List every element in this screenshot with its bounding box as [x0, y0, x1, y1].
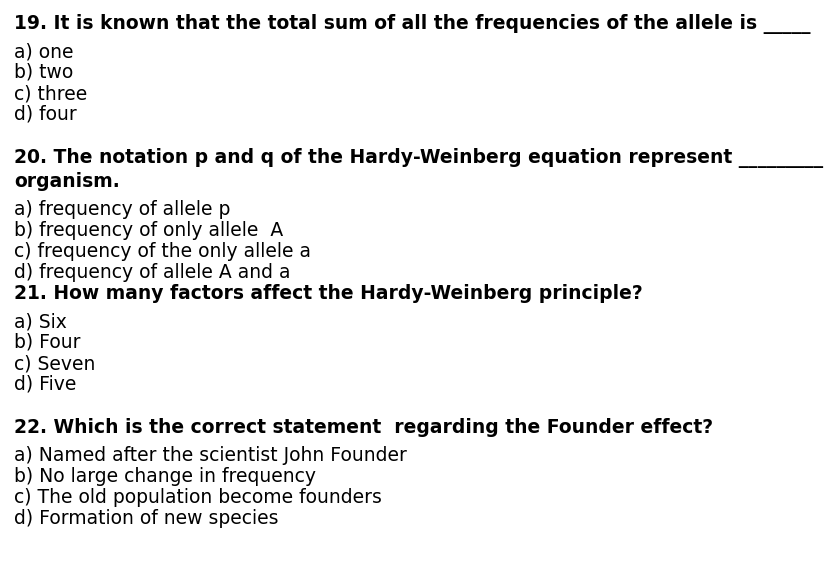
- Text: a) Named after the scientist John Founder: a) Named after the scientist John Founde…: [14, 446, 407, 465]
- Text: organism.: organism.: [14, 172, 120, 191]
- Text: b) Four: b) Four: [14, 333, 81, 352]
- Text: d) four: d) four: [14, 105, 77, 124]
- Text: a) one: a) one: [14, 42, 73, 61]
- Text: a) frequency of allele p: a) frequency of allele p: [14, 200, 230, 219]
- Text: 22. Which is the correct statement  regarding the Founder effect?: 22. Which is the correct statement regar…: [14, 418, 713, 437]
- Text: b) frequency of only allele  A: b) frequency of only allele A: [14, 221, 283, 240]
- Text: a) Six: a) Six: [14, 312, 67, 331]
- Text: 19. It is known that the total sum of all the frequencies of the allele is _____: 19. It is known that the total sum of al…: [14, 14, 810, 34]
- Text: 20. The notation p and q of the Hardy-Weinberg equation represent _________ of a: 20. The notation p and q of the Hardy-We…: [14, 148, 825, 168]
- Text: c) Seven: c) Seven: [14, 354, 96, 373]
- Text: d) frequency of allele A and a: d) frequency of allele A and a: [14, 263, 290, 282]
- Text: 21. How many factors affect the Hardy-Weinberg principle?: 21. How many factors affect the Hardy-We…: [14, 284, 643, 303]
- Text: d) Formation of new species: d) Formation of new species: [14, 509, 279, 528]
- Text: d) Five: d) Five: [14, 375, 77, 394]
- Text: b) two: b) two: [14, 63, 73, 82]
- Text: c) frequency of the only allele a: c) frequency of the only allele a: [14, 242, 311, 261]
- Text: b) No large change in frequency: b) No large change in frequency: [14, 467, 316, 486]
- Text: c) The old population become founders: c) The old population become founders: [14, 488, 382, 507]
- Text: c) three: c) three: [14, 84, 87, 103]
